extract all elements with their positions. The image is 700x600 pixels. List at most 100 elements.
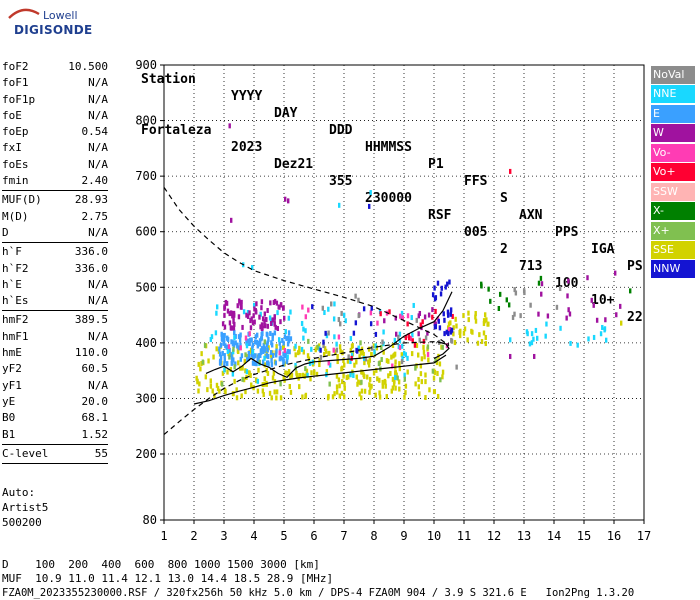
echo-point xyxy=(223,312,226,318)
echo-point xyxy=(275,344,278,350)
echo-point xyxy=(249,318,252,324)
echo-point xyxy=(368,389,371,395)
param-value: 336.0 xyxy=(74,261,108,275)
echo-point xyxy=(406,313,410,319)
param-name: yE xyxy=(2,394,16,408)
echo-point xyxy=(392,381,396,387)
echo-point xyxy=(462,313,465,319)
echo-point xyxy=(476,340,480,346)
echo-point xyxy=(302,349,305,355)
echo-point xyxy=(246,313,250,319)
echo-point xyxy=(239,342,242,348)
echo-point xyxy=(629,288,632,294)
echo-point xyxy=(273,389,276,395)
echo-point xyxy=(347,374,350,380)
echo-point xyxy=(368,382,371,388)
echo-point xyxy=(342,312,346,318)
echo-point xyxy=(393,337,397,343)
echo-point xyxy=(604,317,607,323)
echo-point xyxy=(343,381,346,387)
polarization-legend: NoVal NNE E W Vo- Vo+ SSW X- X+ SSE NNW xyxy=(651,66,695,280)
header-label: PS xyxy=(627,259,643,274)
echo-point xyxy=(258,341,262,347)
echo-point xyxy=(359,340,362,346)
echo-point xyxy=(263,339,266,345)
echo-point xyxy=(333,301,336,307)
param-value: 55 xyxy=(94,446,108,460)
echo-point xyxy=(334,349,337,355)
echo-point xyxy=(283,347,287,353)
echo-point xyxy=(239,304,243,310)
echo-point xyxy=(558,286,562,292)
echo-point xyxy=(214,330,218,336)
echo-point xyxy=(325,369,329,375)
echo-point xyxy=(422,344,425,350)
echo-point xyxy=(302,335,305,341)
echo-point xyxy=(478,332,481,338)
echo-point xyxy=(420,379,423,385)
echo-point xyxy=(279,302,283,308)
echo-point xyxy=(252,355,255,361)
echo-point xyxy=(236,348,240,354)
param-name: B1 xyxy=(2,427,16,441)
param-value: 1.52 xyxy=(81,427,109,441)
echo-point xyxy=(432,368,436,374)
echo-point xyxy=(286,341,290,347)
header-value: 355 xyxy=(329,174,353,189)
echo-point xyxy=(236,303,239,309)
echo-point xyxy=(301,394,304,400)
echo-point xyxy=(419,322,423,328)
echo-point xyxy=(391,376,395,382)
echo-point xyxy=(417,384,420,390)
echo-point xyxy=(426,344,430,350)
echo-point xyxy=(363,388,367,394)
echo-point xyxy=(232,346,235,352)
echo-point xyxy=(555,304,559,310)
echo-point xyxy=(244,335,248,341)
echo-point xyxy=(346,358,350,364)
echo-point xyxy=(253,306,256,312)
echo-point xyxy=(489,298,492,304)
echo-point xyxy=(262,348,265,354)
echo-point xyxy=(530,340,534,346)
param-name: foEs xyxy=(2,157,29,171)
echo-point xyxy=(262,392,265,398)
echo-point xyxy=(323,346,327,352)
echo-point xyxy=(380,356,383,362)
echo-point xyxy=(447,321,451,327)
echo-point xyxy=(435,360,439,366)
echo-point xyxy=(438,361,442,367)
echo-point xyxy=(384,380,387,386)
echo-point xyxy=(393,351,397,357)
echo-point xyxy=(330,301,333,307)
echo-point xyxy=(272,299,276,305)
axis-ticks: 1 2 3 4 5 6 7 8 9 10 11 12 13 14 15 16 17802003004005006… xyxy=(135,58,651,543)
echo-point xyxy=(263,311,267,317)
echo-point xyxy=(415,317,418,323)
echo-point xyxy=(485,317,488,323)
echo-point xyxy=(332,316,336,322)
echo-point xyxy=(355,359,358,365)
echo-point xyxy=(338,202,341,208)
param-value: N/A xyxy=(88,157,108,171)
echo-point xyxy=(540,281,544,287)
legend-entry-w: W xyxy=(651,124,695,143)
echo-point xyxy=(590,297,593,303)
echo-point xyxy=(376,320,379,326)
echo-point xyxy=(335,341,338,347)
echo-point xyxy=(509,168,512,174)
echo-point xyxy=(241,376,244,382)
echo-point xyxy=(358,391,361,397)
echo-point xyxy=(595,317,599,323)
echo-point xyxy=(239,365,242,371)
echo-point xyxy=(285,359,288,365)
param-separator xyxy=(2,190,108,192)
echo-point xyxy=(599,331,603,337)
digisonde-logo: Lowell DIGISONDE xyxy=(3,6,113,46)
echo-point xyxy=(372,343,376,349)
echo-point xyxy=(404,335,408,341)
echo-point xyxy=(403,372,406,378)
param-row: hmE 110.0 xyxy=(2,345,108,361)
echo-point xyxy=(382,329,385,335)
echo-point xyxy=(232,318,235,324)
